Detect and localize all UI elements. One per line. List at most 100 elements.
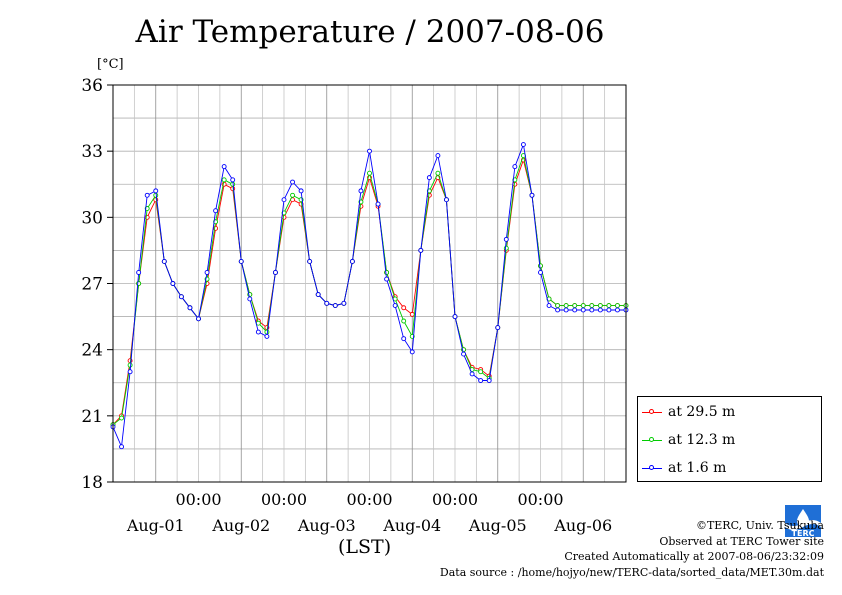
data-point [367,148,372,154]
data-point [119,444,125,450]
legend-swatch [642,407,662,417]
data-point [144,192,150,198]
x-date-label: Aug-05 [468,516,527,535]
data-point [324,300,330,306]
data-point [273,270,278,275]
data-point [136,270,142,275]
logo-text: TERC [792,529,815,538]
data-point [580,303,586,309]
data-point [486,378,492,383]
data-point [418,247,424,253]
data-point [409,349,415,355]
legend-swatch [642,435,662,445]
legend-label: at 29.5 m [668,404,736,420]
data-point [401,318,407,324]
data-point [281,197,287,203]
legend-swatch [642,463,662,473]
data-point [563,307,569,313]
y-tick-label: 30 [81,208,103,228]
axes: 18 21 24 27 30 33 36 00:00 00:00 00:00 00:00 00:00 A… [81,76,627,535]
data-point [170,281,176,286]
data-point [178,294,184,300]
data-point [563,303,569,309]
data-point [529,192,535,198]
data-point [358,188,364,194]
data-point [255,320,261,326]
data-point [478,378,484,383]
data-point [153,188,159,194]
data-point [187,305,193,311]
series-layer [110,142,629,450]
y-axis-unit: [°C] [97,57,124,72]
data-point [615,303,620,309]
legend-item-29-5m: at 29.5 m [642,402,735,422]
data-point [572,303,578,309]
data-point [615,307,620,313]
y-tick-label: 27 [81,275,103,295]
created-text: Created Automatically at 2007-08-06/23:3… [564,550,824,563]
data-point [606,307,612,313]
data-point [392,303,398,309]
data-point [375,201,381,207]
data-point [512,164,518,170]
x-date-label: Aug-02 [211,516,270,535]
data-point [444,197,449,203]
data-point [238,258,244,264]
data-point [469,371,475,377]
data-point [495,325,501,331]
data-point [589,303,595,309]
data-point [546,303,552,309]
data-point [503,236,509,242]
data-point [119,415,125,421]
x-tick-label: 00:00 [261,490,307,509]
data-point [127,369,133,375]
data-point [298,188,304,194]
data-point [213,208,219,214]
y-tick-label: 33 [81,142,103,162]
data-point [367,170,372,176]
terc-logo-icon: TERC [783,503,823,539]
data-point [555,307,561,313]
data-point [520,142,526,148]
legend-label: at 1.6 m [668,460,727,476]
legend-label: at 12.3 m [668,432,736,448]
y-tick-label: 24 [81,341,103,361]
data-point [597,303,603,309]
data-point [589,307,595,313]
data-point [435,170,441,176]
data-point [247,296,253,302]
data-point [204,270,210,275]
x-tick-label: 00:00 [517,490,563,509]
x-tick-label: 00:00 [175,490,221,509]
source-text: Data source : /home/hojyo/new/TERC-data/… [439,565,824,579]
x-date-label: Aug-01 [126,516,185,535]
data-point [290,179,295,185]
data-point [401,336,407,342]
chart-title: Air Temperature / 2007-08-06 [135,14,605,50]
data-point [221,164,227,170]
data-point [538,263,543,269]
x-date-label: Aug-03 [297,516,356,535]
data-point [461,351,466,357]
data-point [478,369,484,375]
credits: ©TERC, Univ. Tsukuba Observed at TERC To… [440,518,824,580]
data-point [290,192,295,198]
data-point [161,258,167,264]
data-point [264,333,270,339]
data-point [572,307,578,313]
data-point [401,305,407,311]
data-point [597,307,603,313]
site-text: Observed at TERC Tower site [659,534,824,548]
data-point [538,270,543,275]
data-point [196,316,201,322]
data-point [255,329,261,335]
series-at-1-6-m [110,142,629,450]
x-tick-label: 00:00 [346,490,392,509]
data-point [349,258,355,264]
data-point [580,307,586,313]
y-tick-label: 21 [81,407,103,427]
legend-item-1-6m: at 1.6 m [642,458,726,478]
data-point [307,258,313,264]
y-tick-label: 36 [81,76,103,96]
